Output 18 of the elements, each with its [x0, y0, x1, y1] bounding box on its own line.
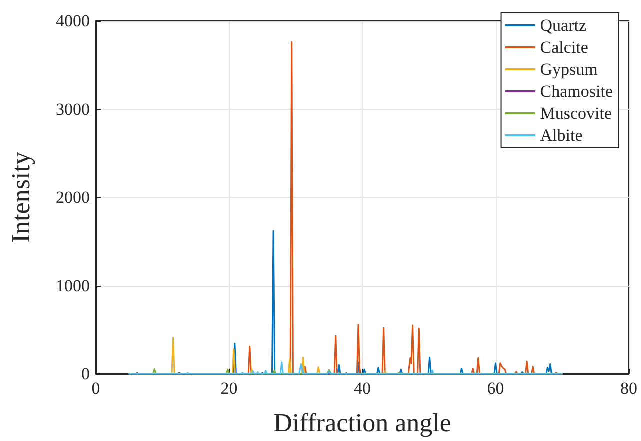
legend-label: Muscovite — [540, 104, 612, 123]
legend-label: Gypsum — [540, 60, 598, 79]
y-axis-title: Intensity — [6, 152, 36, 243]
legend-label: Quartz — [540, 16, 587, 35]
x-tick-label: 40 — [354, 379, 371, 398]
x-tick-label: 60 — [487, 379, 504, 398]
legend-label: Calcite — [540, 38, 588, 57]
x-tick-label: 20 — [220, 379, 238, 398]
y-tick-label: 1000 — [56, 276, 90, 296]
legend-label: Chamosite — [540, 82, 614, 101]
line-series — [128, 362, 564, 375]
x-axis-title: Diffraction angle — [274, 408, 452, 438]
y-tick-label: 2000 — [56, 188, 90, 207]
y-tick-label: 0 — [82, 364, 90, 384]
x-tick-label: 80 — [620, 379, 638, 398]
legend-label: Albite — [540, 126, 583, 145]
y-tick-label: 4000 — [56, 12, 90, 30]
y-tick-label: 3000 — [56, 100, 90, 119]
